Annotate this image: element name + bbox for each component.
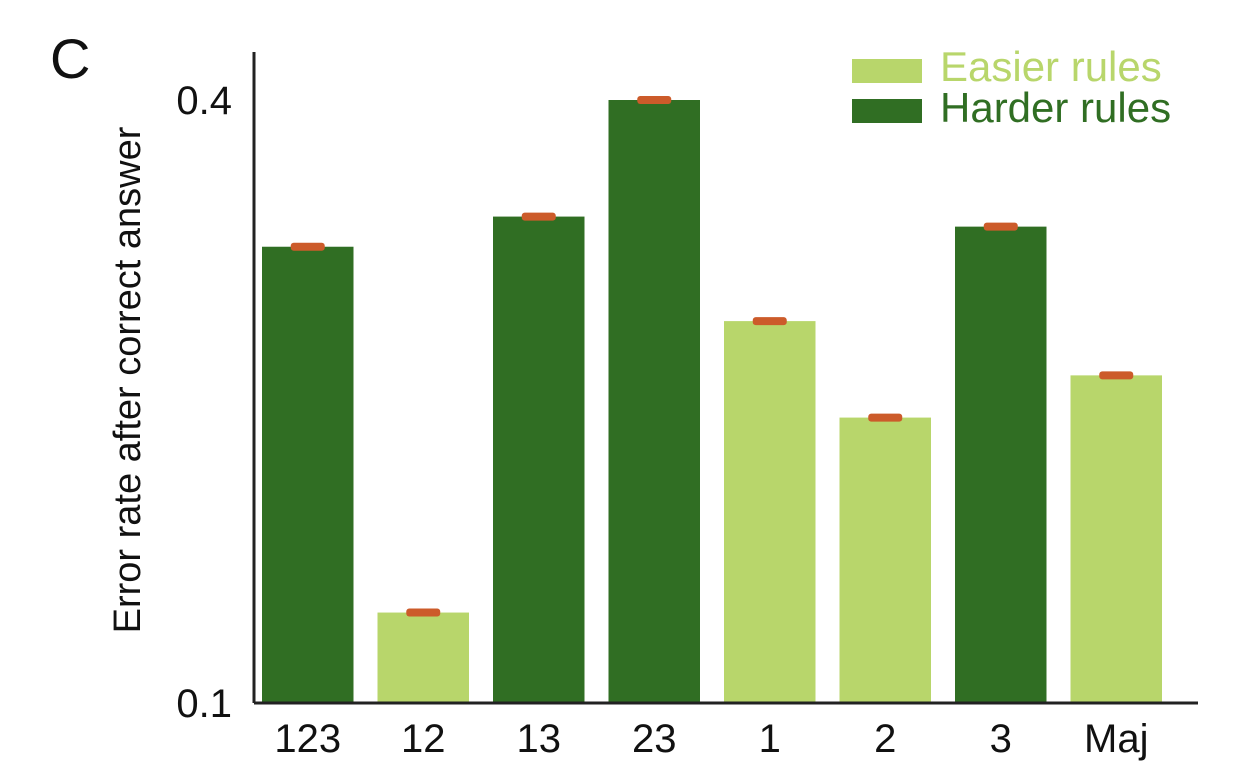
error-cap-23	[637, 96, 672, 104]
y-axis-title: Error rate after correct answer	[107, 126, 149, 633]
y-tick-label-0.1: 0.1	[176, 682, 232, 726]
bar-13	[493, 216, 585, 703]
x-tick-label-123: 123	[274, 717, 341, 761]
bar-23	[608, 100, 700, 703]
error-cap-13	[521, 212, 556, 221]
bar-series	[262, 100, 1162, 704]
y-tick-label-0.4: 0.4	[176, 79, 232, 123]
bar-1	[724, 321, 816, 703]
x-tick-label-2: 2	[874, 717, 896, 761]
bar-123	[262, 246, 354, 704]
legend-swatch-easier	[852, 59, 922, 83]
error-cap-3	[983, 222, 1018, 231]
legend: Easier rules Harder rules	[852, 43, 1171, 131]
legend-swatch-harder	[852, 99, 922, 123]
x-tick-label-Maj: Maj	[1084, 717, 1148, 761]
panel-label: C	[50, 27, 90, 90]
x-tick-label-23: 23	[632, 717, 677, 761]
error-cap-12	[406, 608, 441, 617]
x-tick-label-3: 3	[990, 717, 1012, 761]
x-tick-label-1: 1	[759, 717, 781, 761]
bar-12	[377, 612, 469, 703]
legend-label-easier: Easier rules	[940, 43, 1162, 90]
error-cap-123	[290, 242, 325, 251]
legend-label-harder: Harder rules	[940, 84, 1171, 131]
bar-Maj	[1070, 375, 1162, 703]
x-tick-label-13: 13	[517, 717, 562, 761]
error-cap-2	[868, 413, 903, 422]
error-cap-1	[752, 317, 787, 326]
x-tick-label-12: 12	[401, 717, 446, 761]
bar-3	[955, 226, 1047, 703]
y-tick-labels: 0.1 0.4	[176, 79, 232, 726]
x-tick-labels: 123 12 13 23 1 2 3 Maj	[274, 717, 1148, 761]
bar-2	[839, 417, 931, 703]
error-cap-Maj	[1099, 371, 1134, 380]
error-caps	[290, 96, 1134, 617]
